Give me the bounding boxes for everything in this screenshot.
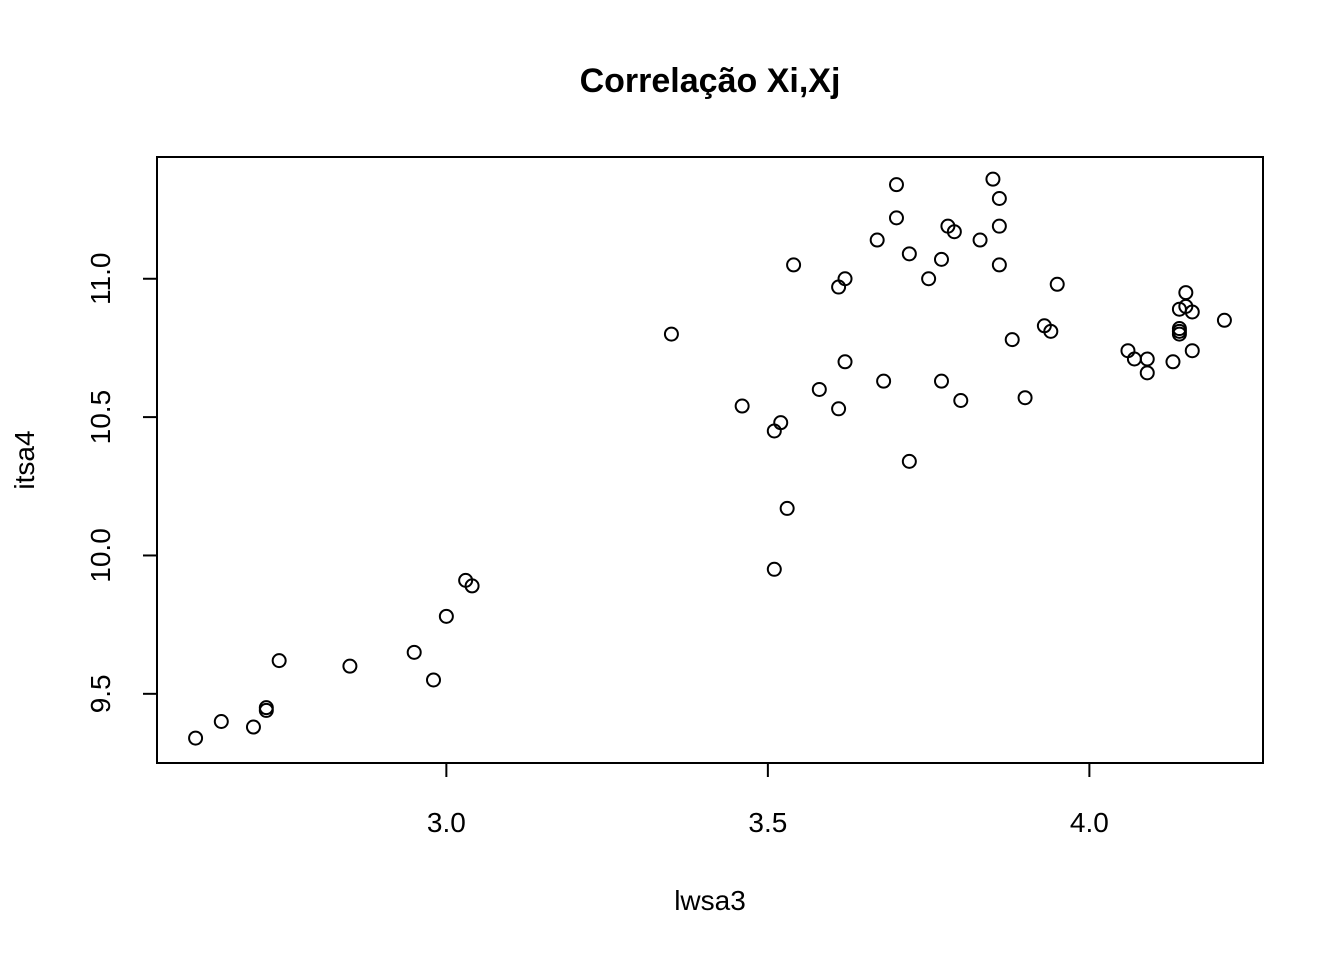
data-point [406,644,422,660]
data-point [888,177,904,193]
y-tick-label: 10.5 [85,390,116,445]
data-point [773,415,789,431]
data-point [933,373,949,389]
data-point [258,700,274,716]
data-points [188,171,1232,746]
data-point [869,232,885,248]
data-point [876,373,892,389]
data-point [1184,343,1200,359]
data-point [1017,390,1033,406]
x-tick-label: 4.0 [1070,807,1109,838]
data-point [213,713,229,729]
data-point [1139,365,1155,381]
chart-title: Correlação Xi,Xj [580,62,841,100]
data-point [438,608,454,624]
y-axis: 9.5 10.0 10.5 11.0 [85,253,157,713]
data-point [779,500,795,516]
y-tick-label: 9.5 [85,674,116,713]
data-point [1165,354,1181,370]
data-point [663,326,679,342]
data-point [831,401,847,417]
y-axis-label: itsa4 [9,430,40,489]
data-point [1178,285,1194,301]
y-tick-label: 11.0 [85,253,116,305]
data-point [786,257,802,273]
data-point [985,171,1001,187]
data-point [933,251,949,267]
data-point [1004,332,1020,348]
data-point [734,398,750,414]
data-point [342,658,358,674]
data-point [1139,351,1155,367]
data-point [1043,323,1059,339]
data-point [888,210,904,226]
data-point [426,672,441,688]
y-tick-label: 10.0 [85,528,116,583]
x-tick-label: 3.5 [748,807,787,838]
data-point [245,719,261,735]
data-point [1171,321,1187,337]
x-axis-label: lwsa3 [674,885,746,916]
data-point [1049,276,1065,292]
data-point [991,218,1007,234]
data-point [837,271,853,287]
data-point [1184,304,1200,320]
data-point [901,246,917,262]
data-point [811,381,827,397]
data-point [837,354,853,370]
x-axis: 3.0 3.5 4.0 [427,763,1109,838]
data-point [946,224,962,240]
data-point [1216,312,1232,328]
data-point [901,453,917,469]
data-point [188,730,204,746]
data-point [953,393,969,409]
data-point [464,578,480,594]
data-point [271,653,287,669]
data-point [991,257,1007,273]
data-point [766,561,782,577]
data-point [921,271,937,287]
data-point [972,232,988,248]
plot-frame [156,156,1264,764]
data-point [991,191,1007,207]
x-tick-label: 3.0 [427,807,466,838]
